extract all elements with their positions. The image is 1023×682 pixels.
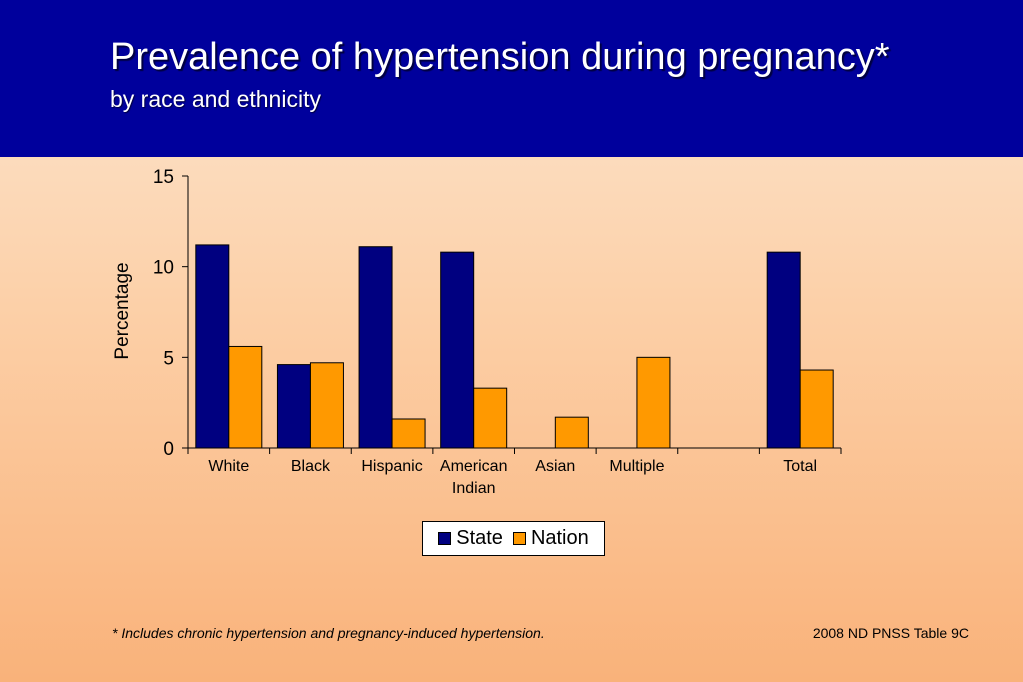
- y-tick-label: 10: [153, 258, 174, 279]
- slide-title: Prevalence of hypertension during pregna…: [110, 36, 890, 78]
- bar-nation: [391, 418, 426, 449]
- bar-state: [440, 251, 475, 449]
- plot-area: 0 5 10 15 White Black Hispanic American Indian As…: [153, 167, 842, 497]
- x-tick-label: American: [440, 458, 508, 475]
- bar-nation: [309, 362, 344, 449]
- y-tick-label: 0: [163, 439, 174, 460]
- x-tick-label: Hispanic: [361, 458, 422, 475]
- footnote: * Includes chronic hypertension and preg…: [112, 625, 545, 641]
- bar-state: [766, 251, 801, 449]
- bar-state: [358, 246, 393, 449]
- slide-subtitle: by race and ethnicity: [110, 86, 321, 112]
- bar-nation: [228, 345, 263, 449]
- legend-swatch-state: [438, 532, 452, 545]
- title-banner: Prevalence of hypertension during pregna…: [0, 0, 1023, 157]
- legend-item-state: State: [438, 527, 503, 550]
- bar-nation: [473, 387, 508, 449]
- chart-legend: State Nation: [422, 521, 605, 556]
- x-tick-label: Asian: [535, 458, 575, 475]
- bar-nation: [554, 416, 589, 449]
- x-tick-label: Multiple: [609, 458, 664, 475]
- x-tick-label: Black: [291, 458, 331, 475]
- x-tick-label: Indian: [452, 480, 496, 497]
- bar-state: [276, 364, 311, 449]
- y-axis-label: Percentage: [112, 262, 133, 359]
- legend-label-state: State: [456, 527, 503, 549]
- legend-item-nation: Nation: [512, 527, 589, 550]
- bar-chart: Percentage 0 5 10 15 White Black Hispanic Ameri…: [112, 167, 842, 497]
- y-tick-label: 15: [153, 167, 174, 188]
- x-tick-label: White: [208, 458, 249, 475]
- bar-state: [195, 244, 230, 449]
- legend-label-nation: Nation: [530, 527, 589, 549]
- y-tick-label: 5: [163, 348, 174, 369]
- bar-nation: [636, 356, 671, 449]
- source-citation: 2008 ND PNSS Table 9C: [812, 625, 969, 641]
- legend-swatch-nation: [512, 532, 526, 545]
- bar-nation: [799, 369, 834, 449]
- x-tick-label: Total: [783, 458, 817, 475]
